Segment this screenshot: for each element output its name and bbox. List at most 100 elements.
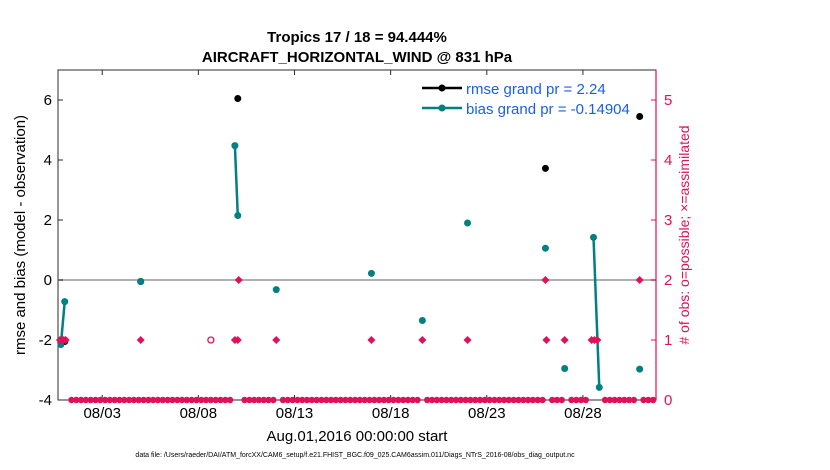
rmse-point [541, 164, 549, 172]
obs-zero-count-marker [404, 396, 412, 404]
plot-area: -4 -2 0 2 4 6 0 1 2 3 4 5 08/03 08/08 08/13 08/18 08/2… [39, 69, 672, 422]
bias-point [595, 383, 603, 391]
obs-zero-count-marker [97, 396, 104, 404]
obs-zero-count-marker [356, 396, 364, 404]
x-axis-label: Aug.01,2016 00:00:00 start [267, 428, 449, 445]
obs-assimilated-marker [635, 276, 644, 284]
legend-bias-marker [438, 104, 446, 112]
right-y-axis-label: # of obs: o=possible; ×=assimilated [676, 125, 692, 344]
bias-point [272, 286, 280, 294]
obs-zero-count-marker [106, 396, 114, 404]
left-y-tick-label: -4 [39, 392, 52, 409]
obs-zero-count-marker [558, 396, 565, 404]
obs-zero-count-marker [183, 396, 191, 404]
obs-zero-count-marker [164, 396, 171, 404]
obs-zero-count-marker [332, 396, 340, 404]
obs-zero-count-marker [539, 396, 546, 404]
obs-zero-count-marker [265, 396, 272, 404]
obs-zero-count-marker [159, 396, 166, 404]
obs-zero-count-marker [222, 396, 229, 404]
obs-assimilated-marker [542, 336, 551, 344]
x-tick-label: 08/18 [372, 405, 410, 422]
right-y-axis: 0 1 2 3 4 5 [651, 70, 672, 409]
obs-zero-count-marker [241, 396, 248, 404]
obs-zero-count-marker [337, 396, 344, 404]
obs-zero-count-marker [294, 396, 301, 404]
series-layer [57, 95, 644, 391]
obs-zero-count-marker [361, 396, 368, 404]
obs-zero-count-marker [452, 396, 460, 404]
obs-zero-count-marker [82, 396, 90, 404]
obs-zero-count-marker [491, 396, 498, 404]
obs-zero-count-marker [212, 396, 219, 404]
obs-zero-count-marker [568, 396, 575, 404]
obs-possible-marker [207, 336, 215, 344]
obs-zero-count-marker [529, 396, 537, 404]
left-y-tick-label: 0 [44, 272, 52, 289]
obs-zero-count-marker [260, 396, 267, 404]
bias-point [464, 219, 472, 227]
obs-zero-count-marker [524, 396, 532, 404]
x-tick-label: 08/23 [468, 405, 506, 422]
obs-zero-count-marker [606, 396, 614, 404]
obs-zero-count-marker [116, 396, 123, 404]
obs-zero-count-marker [347, 396, 354, 404]
bias-point [636, 365, 644, 373]
obs-zero-count-marker [366, 396, 373, 404]
obs-zero-count-marker [284, 396, 291, 404]
obs-assimilated-marker [272, 336, 281, 344]
rmse-point [234, 95, 242, 102]
x-tick-label: 08/03 [83, 405, 121, 422]
bias-point [541, 244, 549, 252]
obs-zero-count-marker [625, 396, 633, 404]
obs-zero-count-marker [616, 396, 623, 404]
legend: rmse grand pr = 2.24 bias grand pr = -0.… [422, 81, 630, 118]
obs-zero-count-marker [385, 396, 392, 404]
left-y-axis-label: rmse and bias (model - observation) [12, 115, 29, 355]
right-y-tick-label: 5 [664, 92, 672, 109]
bias-point [231, 142, 239, 150]
obs-zero-count-marker [270, 396, 277, 404]
obs-zero-count-marker [520, 396, 527, 404]
obs-zero-count-marker [246, 396, 253, 404]
obs-zero-count-marker [428, 396, 436, 404]
obs-zero-count-marker [298, 396, 306, 404]
obs-zero-count-marker [553, 396, 561, 404]
legend-bias-label: bias grand pr = -0.14904 [466, 101, 630, 118]
obs-zero-count-marker [486, 396, 493, 404]
obs-zero-count-marker [313, 396, 320, 404]
obs-zero-count-marker [534, 396, 541, 404]
bias-point [418, 317, 426, 324]
obs-zero-count-marker [174, 396, 181, 404]
bias-point [234, 212, 242, 219]
obs-zero-count-marker [279, 396, 287, 404]
obs-zero-count-marker [351, 396, 359, 404]
obs-zero-count-marker [68, 396, 75, 404]
obs-zero-count-marker [149, 396, 157, 404]
obs-zero-count-marker [500, 396, 508, 404]
bias-point [137, 278, 145, 285]
obs-assimilated-marker [136, 336, 145, 344]
obs-zero-count-marker [111, 396, 118, 404]
obs-zero-count-marker [611, 396, 618, 404]
x-tick-label: 08/13 [276, 405, 314, 422]
obs-zero-count-marker [577, 396, 585, 404]
right-y-tick-label: 2 [664, 272, 672, 289]
obs-zero-count-marker [649, 396, 657, 404]
obs-zero-count-marker [640, 396, 647, 404]
obs-zero-count-marker [73, 396, 80, 404]
obs-zero-count-marker [414, 396, 421, 404]
obs-zero-count-marker [178, 396, 186, 404]
obs-zero-count-marker [125, 396, 133, 404]
obs-assimilated-marker [233, 336, 242, 344]
bias-segment-line [592, 237, 601, 388]
obs-zero-count-marker [217, 396, 224, 404]
obs-zero-count-marker [433, 396, 440, 404]
obs-zero-count-marker [448, 396, 455, 404]
obs-zero-count-marker [135, 396, 142, 404]
obs-zero-count-marker [395, 396, 402, 404]
obs-zero-count-marker [318, 396, 325, 404]
obs-zero-count-marker [193, 396, 200, 404]
rmse-point [636, 113, 644, 120]
